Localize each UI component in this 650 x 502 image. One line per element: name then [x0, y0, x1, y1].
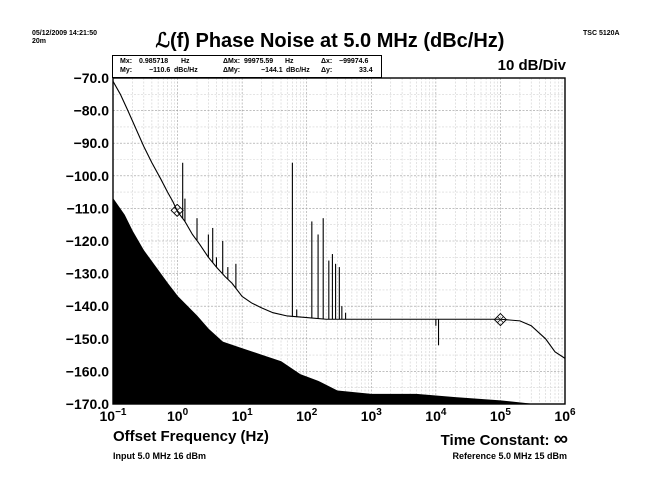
timestamp: 05/12/2009 14:21:50: [32, 30, 97, 37]
dy-value: 33.4: [359, 67, 373, 74]
x-tick-label: 104: [425, 407, 447, 424]
dy-label: Δy:: [321, 67, 333, 74]
dmy-value: −144.1: [261, 67, 283, 74]
y-tick-label: −70.0: [74, 70, 110, 86]
phase-noise-trace: [112, 80, 566, 359]
my-unit: dBc/Hz: [174, 67, 198, 74]
x-axis-ticks: 10−1 100 101 102 103 104 105 106: [100, 407, 577, 424]
x-tick-label: 10−1: [100, 407, 127, 424]
instrument-model: TSC 5120A: [583, 30, 620, 37]
y-tick-label: −130.0: [66, 266, 109, 282]
y-tick-label: −150.0: [66, 331, 109, 347]
dmx-unit: Hz: [285, 58, 294, 65]
my-label: My:: [120, 67, 133, 74]
spur-lines: [182, 162, 440, 346]
time-constant: Time Constant: ∞: [441, 428, 568, 451]
infinity-symbol: ∞: [553, 428, 568, 450]
dmy-label: ΔMy:: [223, 67, 241, 74]
x-tick-label: 101: [232, 407, 254, 424]
mx-value: 0.985718: [139, 58, 169, 65]
my-value: −110.6: [149, 67, 171, 74]
noise-floor-fill: [112, 197, 565, 405]
marker-diamond: [493, 312, 508, 327]
dmy-unit: dBc/Hz: [286, 67, 310, 74]
y-axis-ticks: −70.0 −80.0 −90.0 −100.0 −110.0 −120.0 −130.0 −…: [66, 70, 109, 412]
reference-info: Reference 5.0 MHz 15 dBm: [452, 451, 567, 461]
x-tick-label: 105: [490, 407, 512, 424]
y-tick-label: −160.0: [66, 363, 109, 379]
dx-value: −99974.6: [339, 58, 369, 65]
x-axis-label: Offset Frequency (Hz): [113, 428, 269, 445]
noise-floor-area: [112, 197, 565, 405]
marker-cross: [173, 207, 181, 214]
x-tick-label: 102: [296, 407, 318, 424]
input-info: Input 5.0 MHz 16 dBm: [113, 451, 207, 461]
dmx-label: ΔMx:: [223, 58, 241, 65]
mx-label: Mx:: [120, 58, 133, 65]
y-tick-label: −140.0: [66, 298, 109, 314]
y-tick-label: −110.0: [67, 200, 110, 216]
duration: 20m: [32, 38, 47, 45]
x-tick-label: 106: [554, 407, 576, 424]
marker-shape: [170, 203, 184, 217]
y-tick-label: −120.0: [66, 233, 109, 249]
dx-label: Δx:: [321, 58, 333, 65]
x-tick-label: 103: [361, 407, 383, 424]
y-tick-label: −170.0: [66, 396, 109, 412]
scale-label: 10 dB/Div: [497, 57, 566, 74]
markers: [170, 203, 508, 327]
y-tick-label: −80.0: [74, 103, 110, 119]
mx-unit: Hz: [181, 58, 190, 65]
time-constant-label: Time Constant:: [440, 432, 550, 449]
plot-border: [112, 77, 566, 405]
y-tick-label: −100.0: [66, 168, 109, 184]
chart-title: ℒ(f) Phase Noise at 5.0 MHz (dBc/Hz): [155, 30, 505, 52]
dmx-value: 99975.59: [244, 58, 274, 65]
marker-diamond: [170, 203, 184, 217]
phase-noise-line: [112, 80, 566, 359]
marker-shape: [493, 312, 508, 327]
plot-frame: [112, 77, 566, 405]
y-tick-label: −90.0: [74, 135, 110, 151]
marker-cross: [497, 316, 504, 323]
x-tick-label: 100: [167, 407, 189, 424]
